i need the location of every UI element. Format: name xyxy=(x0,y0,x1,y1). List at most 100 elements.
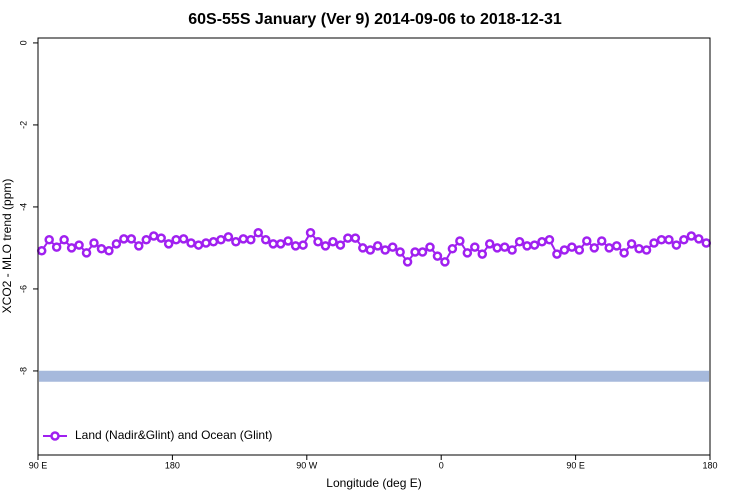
data-point xyxy=(440,257,450,267)
y-tick-label: -6 xyxy=(18,285,28,293)
data-point xyxy=(305,228,316,238)
data-point xyxy=(574,245,585,255)
data-point xyxy=(178,234,189,244)
data-point xyxy=(656,234,667,245)
data-point xyxy=(492,243,502,253)
x-tick-label: 180 xyxy=(165,460,180,470)
data-point xyxy=(186,238,196,248)
data-point xyxy=(51,242,62,252)
data-point xyxy=(372,241,383,251)
data-point xyxy=(470,242,480,252)
data-point xyxy=(126,234,137,244)
data-point xyxy=(447,244,458,254)
data-point xyxy=(604,243,614,253)
data-point xyxy=(268,239,278,249)
data-point xyxy=(417,247,428,257)
data-point xyxy=(201,238,211,248)
data-point xyxy=(387,242,398,252)
x-tick-label: 0 xyxy=(439,460,444,470)
data-point xyxy=(552,249,562,259)
data-point xyxy=(96,244,107,254)
data-point xyxy=(335,240,346,250)
x-tick-label: 90 E xyxy=(566,460,585,470)
data-point xyxy=(148,231,159,241)
data-point xyxy=(238,234,249,244)
y-tick-label: -2 xyxy=(18,121,28,129)
data-point xyxy=(104,246,114,256)
data-point xyxy=(462,248,473,258)
data-point xyxy=(507,245,517,255)
data-point xyxy=(216,234,226,245)
data-point xyxy=(298,240,308,250)
data-point xyxy=(611,241,622,251)
data-point xyxy=(701,238,712,248)
data-point xyxy=(694,234,704,244)
data-point xyxy=(89,238,99,248)
data-point xyxy=(626,239,637,249)
data-point xyxy=(529,240,540,250)
data-point xyxy=(253,228,264,238)
data-point xyxy=(171,234,181,245)
data-point xyxy=(59,234,69,245)
data-point xyxy=(81,248,92,258)
data-point xyxy=(455,236,465,246)
data-point xyxy=(260,234,271,245)
data-point xyxy=(111,239,122,249)
data-point xyxy=(477,249,488,259)
legend-marker xyxy=(50,431,60,441)
y-tick-label: -4 xyxy=(18,203,28,211)
data-point xyxy=(537,237,547,247)
data-point xyxy=(410,247,420,257)
data-point xyxy=(290,241,301,251)
data-point xyxy=(425,242,435,252)
data-point xyxy=(402,257,413,267)
data-point xyxy=(664,234,674,245)
data-point xyxy=(283,236,293,246)
data-point xyxy=(119,234,129,244)
data-point xyxy=(380,245,390,255)
data-point xyxy=(544,234,555,245)
data-point xyxy=(74,240,84,250)
data-point xyxy=(328,237,338,247)
data-point xyxy=(275,239,286,249)
plot-frame xyxy=(37,37,711,456)
data-point xyxy=(671,240,682,250)
data-point xyxy=(679,234,689,245)
data-point xyxy=(320,241,331,251)
y-axis-title: XCO2 - MLO trend (ppm) xyxy=(0,179,14,314)
data-point xyxy=(619,248,629,258)
data-point xyxy=(499,242,510,252)
data-point xyxy=(484,239,495,249)
data-point xyxy=(649,238,659,248)
data-point xyxy=(343,233,353,243)
data-point xyxy=(141,234,152,245)
data-point xyxy=(634,244,644,254)
data-point xyxy=(567,242,577,252)
data-point xyxy=(44,234,54,245)
data-point xyxy=(193,240,204,250)
data-point xyxy=(514,237,525,247)
data-point xyxy=(134,241,144,251)
data-point xyxy=(589,243,600,253)
data-point xyxy=(313,237,323,247)
data-point xyxy=(365,245,376,255)
data-point xyxy=(246,234,256,245)
data-point xyxy=(641,245,652,255)
data-point xyxy=(231,237,241,247)
y-tick-label: -8 xyxy=(18,367,28,375)
data-point xyxy=(582,236,592,246)
data-point xyxy=(686,231,697,241)
data-point xyxy=(596,236,607,246)
x-tick-label: 180 xyxy=(702,460,717,470)
data-point xyxy=(156,233,166,243)
x-tick-label: 90 E xyxy=(29,460,48,470)
data-point xyxy=(559,245,570,255)
data-point xyxy=(36,246,47,256)
y-tick-label: 0 xyxy=(18,40,28,45)
data-point xyxy=(522,241,532,251)
chart-title: 60S-55S January (Ver 9) 2014-09-06 to 20… xyxy=(188,11,562,28)
data-point xyxy=(223,232,234,242)
x-axis-title: Longitude (deg E) xyxy=(326,476,421,490)
